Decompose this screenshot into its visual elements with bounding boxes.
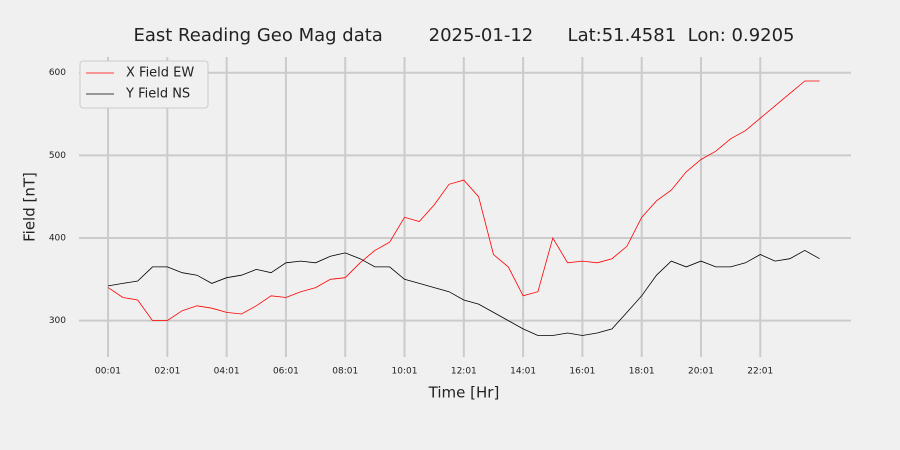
x-tick-label: 00:01 — [95, 367, 121, 377]
x-tick-label: 04:01 — [214, 367, 240, 377]
x-tick-label: 12:01 — [451, 367, 477, 377]
series-line — [107, 80, 820, 321]
y-tick-label: 300 — [49, 316, 66, 326]
x-axis-label: Time [Hr] — [428, 384, 500, 402]
series-line — [108, 249, 820, 336]
x-tick-label: 20:01 — [688, 367, 714, 377]
x-tick-label: 22:01 — [747, 367, 773, 377]
legend-label: X Field EW — [126, 66, 194, 81]
x-tick-label: 16:01 — [569, 367, 595, 377]
y-tick-label: 600 — [49, 68, 66, 78]
x-tick-label: 18:01 — [629, 367, 655, 377]
x-tick-label: 02:01 — [154, 367, 180, 377]
y-axis-label: Field [nT] — [21, 172, 39, 242]
x-tick-label: 08:01 — [332, 367, 358, 377]
chart-title: East Reading Geo Mag data 2025-01-12 Lat… — [133, 25, 794, 46]
x-tick-label: 10:01 — [392, 367, 418, 377]
y-tick-label: 500 — [49, 151, 66, 161]
x-tick-label: 14:01 — [510, 367, 536, 377]
legend-label: Y Field NS — [125, 87, 190, 102]
x-tick-label: 06:01 — [273, 367, 299, 377]
y-tick-label: 400 — [49, 233, 66, 243]
legend: X Field EW Y Field NS — [79, 60, 209, 109]
